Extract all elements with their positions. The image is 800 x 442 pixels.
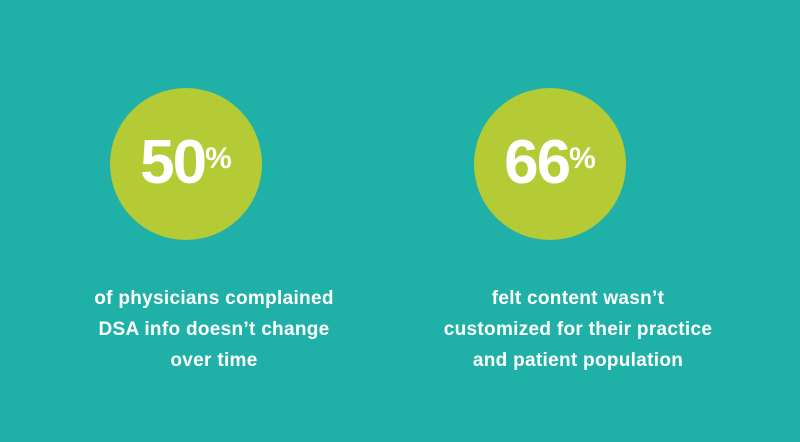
- caption-line: over time: [170, 350, 258, 371]
- stat-circle: 66%: [474, 88, 626, 240]
- stat-number: 66: [504, 128, 571, 197]
- stat-unit: %: [205, 142, 232, 175]
- caption-line: DSA info doesn’t change: [98, 319, 330, 340]
- caption-line: customized for their practice: [443, 319, 713, 340]
- caption-line: and patient population: [472, 350, 684, 371]
- stat: 50% of physicians complained DSA info do…: [34, 0, 394, 442]
- stat-caption: felt content wasn’t customized for their…: [398, 283, 758, 376]
- stat-figure: 66%: [474, 132, 626, 194]
- caption-line: felt content wasn’t: [491, 288, 665, 309]
- stat-figure: 50%: [110, 132, 262, 194]
- stat-circle: 50%: [110, 88, 262, 240]
- stat: 66% felt content wasn’t customized for t…: [398, 0, 758, 442]
- stat-caption: of physicians complained DSA info doesn’…: [34, 283, 394, 376]
- stat-unit: %: [569, 142, 596, 175]
- caption-line: of physicians complained: [94, 288, 334, 309]
- stat-number: 50: [140, 128, 207, 197]
